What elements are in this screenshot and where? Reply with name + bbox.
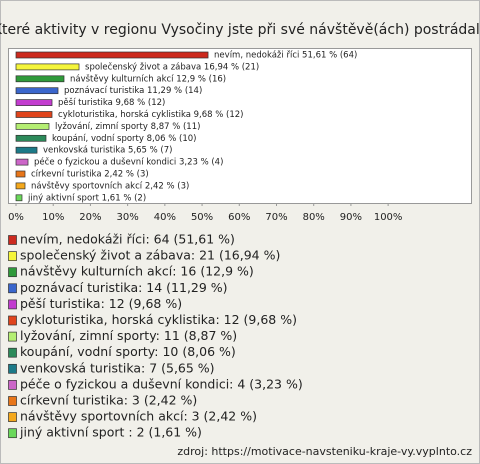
legend-label: venkovská turistika: 7 (5,65 %) [20, 360, 215, 375]
bar [15, 182, 26, 190]
legend-swatch [8, 380, 17, 390]
legend-swatch [8, 283, 17, 294]
bar-label: cykloturistika, horská cyklistika 9,68 %… [58, 110, 243, 120]
bar-label: péče o fyzickou a duševní kondici 3,23 %… [34, 157, 223, 168]
legend-label: nevím, nedokáži říci: 64 (51,61 %) [20, 232, 235, 247]
bar [15, 63, 80, 71]
x-tick-label: 90% [340, 212, 362, 223]
x-tick-label: 10% [42, 212, 64, 223]
legend-swatch [8, 331, 17, 342]
bar [15, 194, 23, 202]
legend-label: návštěvy kulturních akcí: 16 (12,9 %) [20, 264, 254, 279]
bar-label: církevní turistika 2,42 % (3) [31, 170, 149, 180]
x-tick-label: 20% [79, 212, 101, 223]
legend-label: cykloturistika, horská cyklistika: 12 (9… [20, 312, 297, 327]
bar [15, 99, 53, 106]
plot-frame [8, 48, 472, 204]
legend-label: návštěvy sportovních akcí: 3 (2,42 %) [20, 409, 257, 424]
x-tick-label: 80% [303, 212, 325, 223]
legend-swatch [8, 267, 17, 278]
legend-label: koupání, vodní sporty: 10 (8,06 %) [20, 344, 236, 359]
bar-label: návštěvy kulturních akcí 12,9 % (16) [70, 73, 226, 84]
legend-swatch [8, 251, 17, 261]
x-tick-label: 100% [374, 212, 403, 223]
x-tick-label: 70% [265, 212, 287, 223]
x-tick-label: 40% [154, 212, 176, 223]
x-tick-label: 50% [191, 212, 213, 223]
chart-title: Které aktivity v regionu Vysočiny jste p… [0, 22, 480, 38]
legend-swatch [8, 412, 17, 422]
bar-label: venkovská turistika 5,65 % (7) [43, 146, 172, 156]
legend-label: společenský život a zábava: 21 (16,94 %) [20, 248, 280, 263]
legend-label: péče o fyzickou a duševní kondici: 4 (3,… [20, 376, 303, 391]
bar [15, 158, 29, 166]
bar-label: společenský život a zábava 16,94 % (21) [85, 61, 259, 72]
legend-swatch [8, 347, 17, 358]
legend-label: jiný aktivní sport : 2 (1,61 %) [19, 425, 202, 440]
x-tick-label: 30% [117, 212, 139, 223]
bar [15, 134, 47, 142]
bar [15, 170, 26, 178]
legend-swatch [8, 396, 17, 406]
bar [15, 75, 65, 83]
x-tick-label: 0% [8, 212, 24, 223]
bar-label: pěší turistika 9,68 % (12) [58, 97, 165, 108]
legend-swatch [8, 428, 17, 439]
legend-swatch [8, 363, 17, 374]
bar [15, 111, 53, 118]
bar-label: koupání, vodní sporty 8,06 % (10) [52, 134, 196, 144]
legend-label: církevní turistika: 3 (2,42 %) [20, 393, 197, 408]
bar [15, 123, 50, 130]
legend-swatch [8, 315, 17, 326]
source: zdroj: https://motivace-navsteniku-kraje… [177, 445, 472, 458]
bar [15, 146, 38, 154]
legend-label: lyžování, zimní sporty: 11 (8,87 %) [20, 328, 237, 343]
bar-label: jiný aktivní sport 1,61 % (2) [27, 193, 146, 203]
bar [15, 51, 209, 59]
legend-swatch [8, 299, 17, 310]
legend-swatch [8, 235, 17, 245]
bar-label: nevím, nedokáži říci 51,61 % (64) [214, 51, 357, 61]
bar-label: lyžování, zimní sporty 8,87 % (11) [55, 122, 200, 132]
bar [15, 87, 59, 95]
legend-label: pěší turistika: 12 (9,68 %) [20, 296, 182, 311]
bar-label: návštěvy sportovních akcí 2,42 % (3) [31, 180, 189, 191]
x-tick-label: 60% [228, 212, 250, 223]
legend-label: poznávací turistika: 14 (11,29 %) [20, 280, 228, 295]
bar-label: poznávací turistika 11,29 % (14) [64, 86, 202, 96]
